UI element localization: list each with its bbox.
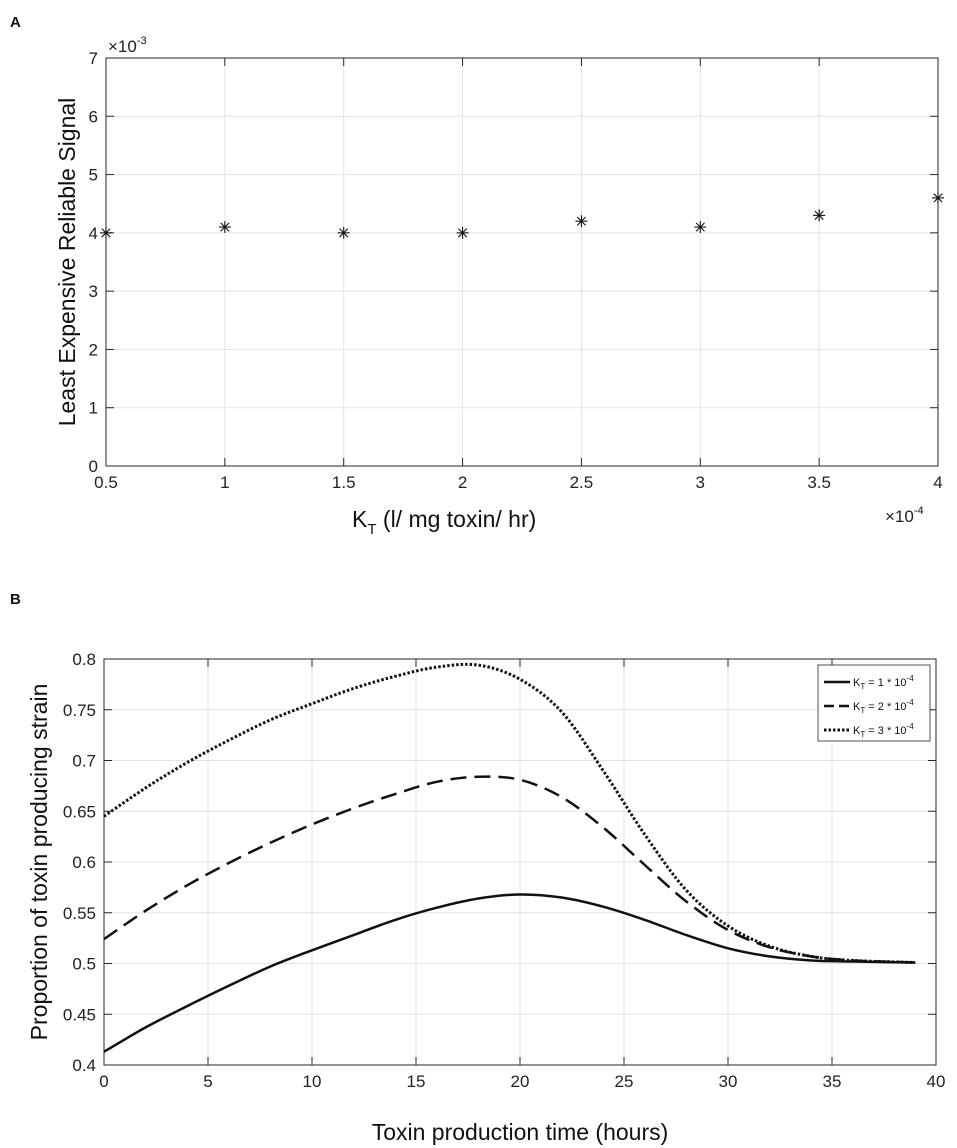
- panel-a-x-exponent: ×10-4: [885, 505, 924, 526]
- panel-b-legend: KT = 1 * 10-4 KT = 2 * 10-4 KT = 3 * 10-…: [817, 664, 931, 742]
- data-point-asterisk: [694, 221, 707, 234]
- panel-a-x-label: KT (l/ mg toxin/ hr): [352, 506, 536, 538]
- panel-b-y-tick-label: 0.45: [63, 1005, 96, 1024]
- data-point-asterisk: [100, 226, 112, 239]
- series-line-dashed: [103, 775, 916, 964]
- panel-b-y-tick-label: 0.75: [63, 701, 96, 720]
- series-line-dotted: [103, 662, 916, 964]
- panel-b-series: [103, 662, 916, 1053]
- legend-label-2: KT = 2 * 10-4: [853, 698, 914, 715]
- panel-b-x-tick-label: 5: [203, 1072, 212, 1091]
- panel-b-x-tick-label: 0: [99, 1072, 108, 1091]
- panel-a-x-tick-label: 3.5: [807, 473, 831, 492]
- asterisk-stroke: [933, 193, 943, 203]
- panel-b-ticks: 0 5 10 15 20 25 30 35 40 0.4 0.45 0.5 0.55 0.6 0.65 0.7…: [63, 650, 946, 1091]
- panel-a-y-tick-label: 4: [89, 224, 98, 243]
- asterisk-stroke: [695, 222, 705, 232]
- panel-a: A 0.5 1 1.5 2 2.5 3 3.5 4 0 1 2 3 4 5 6 7 ×10-3 ×10-4 K…: [10, 14, 944, 538]
- data-point-asterisk: [218, 221, 231, 234]
- asterisk-stroke: [814, 210, 824, 220]
- panel-a-x-tick-label: 1.5: [332, 473, 356, 492]
- panel-a-x-tick-label: 3: [696, 473, 705, 492]
- panel-a-label: A: [10, 14, 21, 31]
- asterisk-stroke: [576, 216, 587, 226]
- panel-b-x-tick-label: 10: [303, 1072, 322, 1091]
- data-point-asterisk: [813, 209, 826, 222]
- panel-a-markers: [100, 191, 944, 239]
- panel-b-y-tick-label: 0.7: [72, 752, 96, 771]
- panel-a-y-tick-label: 5: [89, 166, 98, 185]
- panel-a-y-label: Least Expensive Reliable Signal: [54, 98, 80, 427]
- panel-a-y-tick-label: 7: [89, 49, 98, 68]
- panel-a-y-tick-label: 3: [89, 282, 98, 301]
- asterisk-stroke: [220, 222, 230, 232]
- panel-b-y-tick-label: 0.65: [63, 802, 96, 821]
- data-point-asterisk: [337, 226, 350, 239]
- asterisk-stroke: [339, 228, 349, 238]
- panel-a-y-tick-label: 6: [89, 107, 98, 126]
- panel-a-x-tick-label: 2: [458, 473, 467, 492]
- panel-a-axes-box: [105, 57, 939, 467]
- legend-label-1: KT = 1 * 10-4: [853, 674, 914, 691]
- panel-b-y-tick-label: 0.8: [72, 650, 96, 669]
- series-line-solid: [103, 893, 916, 1053]
- panel-b-y-tick-label: 0.6: [72, 853, 96, 872]
- legend-entry-2: KT = 2 * 10-4: [824, 698, 914, 715]
- panel-b-y-tick-label: 0.4: [72, 1056, 96, 1075]
- legend-entry-1: KT = 1 * 10-4: [824, 674, 914, 691]
- asterisk-stroke: [457, 228, 468, 238]
- legend-box: [817, 664, 931, 742]
- panel-a-x-tick-label: 2.5: [570, 473, 594, 492]
- panel-b-y-tick-label: 0.5: [72, 955, 96, 974]
- panel-a-grid: [106, 58, 938, 466]
- data-point-asterisk: [456, 226, 469, 239]
- panel-a-y-tick-label: 1: [89, 399, 98, 418]
- panel-b-label: B: [10, 591, 21, 608]
- panel-a-x-tick-label: 1: [220, 473, 229, 492]
- panel-a-y-exponent: ×10-3: [108, 35, 147, 56]
- panel-b-x-tick-label: 25: [615, 1072, 634, 1091]
- panel-b-x-tick-label: 40: [927, 1072, 946, 1091]
- panel-a-ticks: 0.5 1 1.5 2 2.5 3 3.5 4 0 1 2 3 4 5 6 7: [89, 49, 943, 492]
- panel-b-x-tick-label: 30: [719, 1072, 738, 1091]
- legend-label-3: KT = 3 * 10-4: [853, 722, 914, 739]
- panel-b-x-tick-label: 20: [511, 1072, 530, 1091]
- panel-a-y-tick-label: 0: [89, 457, 98, 476]
- panel-a-y-tick-label: 2: [89, 340, 98, 359]
- data-point-asterisk: [932, 191, 944, 204]
- panel-b-x-tick-label: 35: [823, 1072, 842, 1091]
- panel-a-x-tick-label: 0.5: [94, 473, 118, 492]
- data-point-asterisk: [575, 215, 588, 228]
- panel-b-y-tick-label: 0.55: [63, 904, 96, 923]
- panel-b-y-label: Proportion of toxin producing strain: [26, 684, 52, 1041]
- panel-a-x-tick-label: 4: [933, 473, 942, 492]
- panel-b-x-tick-label: 15: [407, 1072, 426, 1091]
- legend-entry-3: KT = 3 * 10-4: [824, 722, 914, 739]
- panel-b: B 0 5 10 15 20 25 30 35 400.40.450.50.550.60.650…: [10, 591, 945, 1145]
- panel-b-x-label: Toxin production time (hours): [372, 1119, 669, 1145]
- asterisk-stroke: [101, 228, 111, 238]
